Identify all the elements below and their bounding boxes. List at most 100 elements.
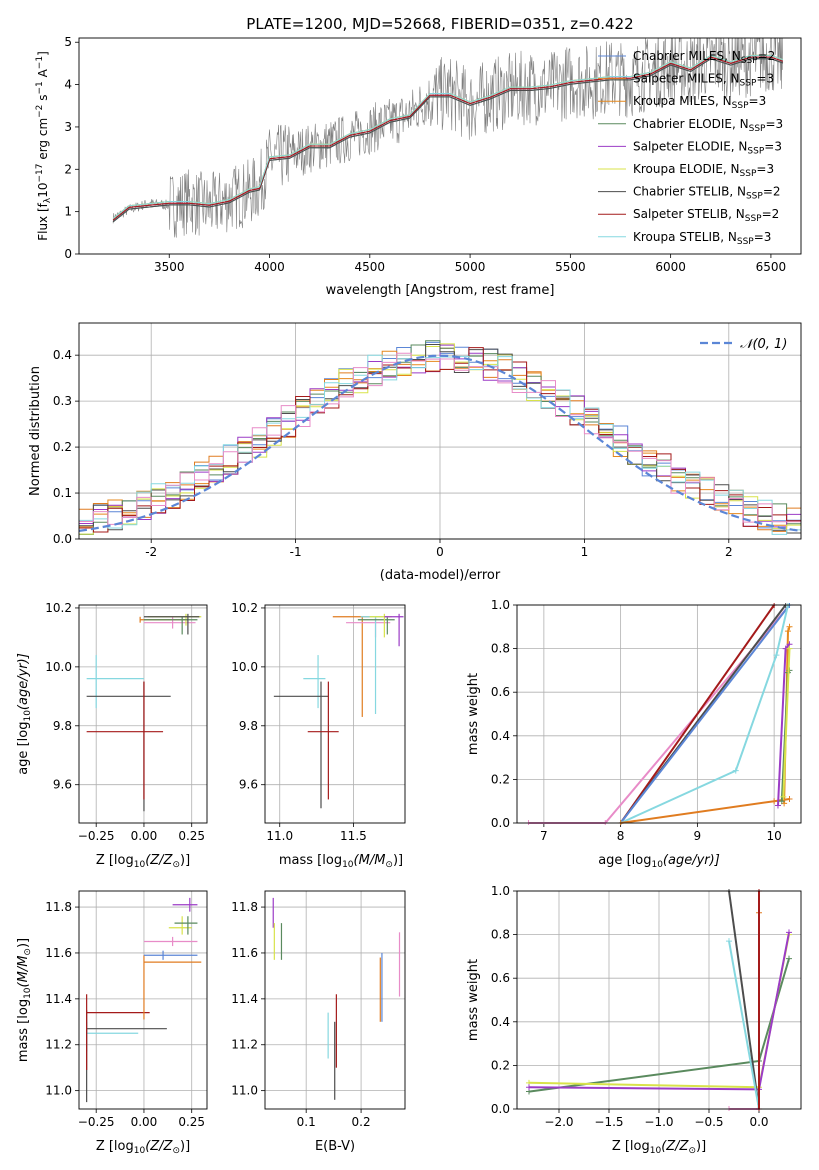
x-axis-label: wavelength [Angstrom, rest frame] [326,283,555,298]
weight-line [782,648,791,797]
label-part: SSP [737,237,754,247]
x-tick-label: 0.0 [749,1115,768,1129]
label-part: Z [log [612,1139,650,1154]
x-tick-label: 4500 [355,260,386,274]
mass-vs-ebv-panel: 0.1 0.2 11.0 11.2 11.4 11.6 11.8 E(B-V) [231,890,406,1154]
y-tick-label: 0.2 [491,1058,510,1072]
label-part: −1 [35,56,45,69]
gaussian-curve [79,354,801,532]
legend-entry: Chabrier STELIB, NSSP=2 [633,185,781,202]
label-part: )] [180,1139,190,1154]
label-part: 10 [651,860,663,870]
x-tick-label: 7 [540,829,548,843]
label-part: 10 [23,987,33,999]
label-part: (age/yr)] [16,653,31,710]
label-part: =3 [754,230,772,244]
y-tick-label: 11.2 [45,1038,72,1052]
label-part: Z [log [96,1139,134,1154]
label-part: 10 [134,860,146,870]
x-tick-label: 8 [617,829,625,843]
y-tick-label: 10.0 [231,660,258,674]
figure-title: PLATE=1200, MJD=52668, FIBERID=0351, z=0… [246,15,633,33]
weight-marker [780,793,787,800]
label-part: (M/M [354,853,386,868]
label-part: ] [36,51,50,56]
histogram-step [79,354,801,535]
x-tick-label: -1 [290,545,302,559]
label-part: SSP [740,79,757,89]
label-part: ⊙ [688,1146,696,1156]
label-part: erg cm [36,118,50,164]
y-tick-label: 11.8 [231,900,258,914]
label-part: =2 [758,49,776,63]
label-part: Kroupa STELIB, N [633,230,737,244]
y-axis-label: Flux [fλ10−17 erg cm−2 s−1 A−1] [35,51,53,241]
label-part: Kroupa MILES, N [633,94,732,108]
label-part: Salpeter STELIB, N [633,207,745,221]
label-part: age [log [598,853,651,868]
label-part: )] [393,853,403,868]
x-tick-label: 10 [766,829,781,843]
x-tick-label: 2 [725,545,733,559]
legend-entry: Salpeter MILES, NSSP=3 [633,72,774,89]
weight-line [619,604,775,824]
weight-marker [773,652,780,659]
label-part: A [36,68,50,81]
y-tick-label: 0.0 [491,1102,510,1116]
weight-line [728,890,760,1110]
x-tick-label: 6000 [655,260,686,274]
label-part: Chabrier MILES, N [633,49,741,63]
legend-entry: Chabrier MILES, NSSP=2 [633,49,775,66]
label-part: Chabrier STELIB, N [633,185,746,199]
line-plot [525,603,793,825]
label-part: Chabrier ELODIE, N [633,117,749,131]
label-part: (Z/Z [661,1139,689,1154]
label-part: =3 [764,139,782,153]
weight-marker [771,798,778,805]
legend-entry: Chabrier ELODIE, NSSP=3 [633,117,783,134]
legend-entry: 𝒩(0, 1) [740,337,787,352]
x-axis-label: Z [log10(Z/Z⊙)] [96,853,190,870]
y-axis-label: Normed distribution [28,366,43,496]
label-part: s [36,95,50,105]
label-part: 10 [342,860,354,870]
y-tick-label: 0.4 [491,729,510,743]
label-part: =2 [763,185,781,199]
axes-frame [78,604,208,824]
y-axis-label: mass weight [466,673,481,755]
y-tick-label: 11.0 [231,1084,258,1098]
weight-marker [786,929,792,936]
label-part: SSP [749,124,766,134]
x-tick-label: 0 [436,545,444,559]
weight-vs-metallicity-panel: −2.0 −1.5 −1.0 −0.5 0.0 0.0 0.2 0.4 0.6 0.8 1.0 mas… [466,884,802,1156]
y-tick-label: 0.4 [53,348,72,362]
model-spectrum-line [112,58,784,223]
label-part: mass [log [16,999,31,1062]
legend-entry: Kroupa ELODIE, NSSP=3 [633,162,774,179]
label-part: Flux [f [36,202,50,240]
label-part: Z [log [96,853,134,868]
y-tick-label: 9.8 [53,719,72,733]
axes-frame [264,604,406,824]
axes-frame [78,37,802,255]
label-part: ⊙ [385,860,393,870]
axes-frame [78,890,208,1110]
weight-vs-age-panel: 7 8 9 10 0.0 0.2 0.4 0.6 0.8 1.0 mass weight age [l… [466,598,802,870]
x-tick-label: −0.5 [694,1115,723,1129]
y-tick-label: 10.2 [231,601,258,615]
y-tick-label: 11.4 [45,992,72,1006]
label-part: (age/yr)] [663,853,720,868]
weight-marker [726,938,732,945]
label-part: )] [16,938,31,948]
x-tick-label: −1.5 [594,1115,623,1129]
label-part: =2 [762,207,780,221]
label-part: (M/M [16,956,31,988]
x-axis-label: (data-model)/error [380,568,501,583]
x-tick-label: 0.2 [352,1115,371,1129]
x-tick-label: 3500 [154,260,185,274]
weight-marker [786,796,793,803]
x-axis-label: age [log10(age/yr)] [598,853,720,870]
y-tick-label: 0.8 [491,928,510,942]
